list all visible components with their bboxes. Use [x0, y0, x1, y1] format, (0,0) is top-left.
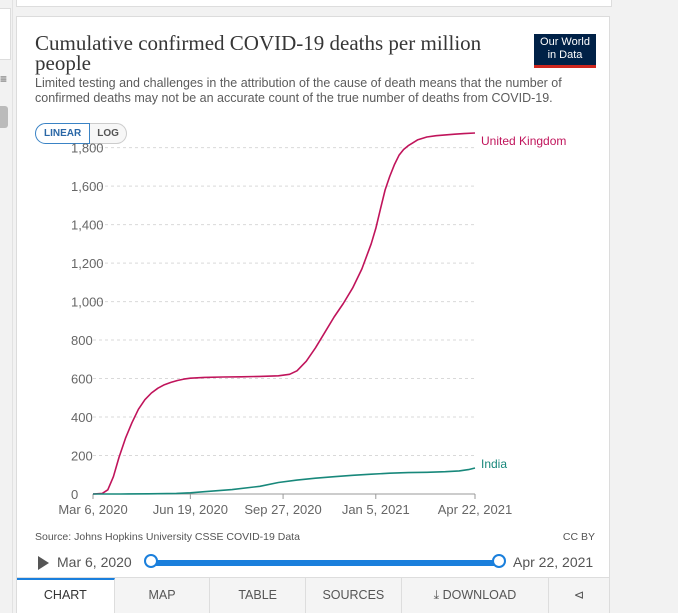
tab-sources[interactable]: SOURCES — [306, 578, 402, 613]
timeline: Mar 6, 2020 Apr 22, 2021 — [35, 551, 605, 573]
y-tick-label: 1,000 — [71, 295, 104, 310]
chart-title: Cumulative confirmed COVID-19 deaths per… — [35, 31, 482, 75]
x-tick-label: Apr 22, 2021 — [438, 502, 512, 517]
line-chart: 0 200 400 600 800 1,000 1,200 1,400 1,600 1,800 Ma… — [58, 132, 566, 517]
tab-download[interactable]: ⤓ DOWNLOAD — [402, 578, 550, 613]
y-tick-label: 1,200 — [71, 256, 104, 271]
x-tick-label: Jan 5, 2021 — [342, 502, 410, 517]
y-tick-label: 200 — [71, 449, 93, 464]
series-line-united-kingdom — [92, 132, 476, 495]
scale-toggle: LINEAR LOG — [35, 123, 127, 144]
logo-line-1: Our World — [540, 36, 590, 48]
side-panel: ≡ — [0, 0, 13, 613]
timeline-end-handle[interactable] — [492, 554, 506, 568]
series-line-india — [93, 467, 476, 495]
filter-icon[interactable]: ≡ — [0, 72, 8, 86]
side-panel-box — [0, 8, 11, 60]
timeline-track[interactable] — [151, 560, 499, 566]
x-tick-label: Jun 19, 2020 — [153, 502, 228, 517]
log-scale-button[interactable]: LOG — [90, 123, 127, 144]
y-tick-label: 600 — [71, 372, 93, 387]
tab-table[interactable]: TABLE — [210, 578, 307, 613]
side-scrollbar-thumb[interactable] — [0, 106, 8, 128]
share-icon[interactable]: ⊲ — [573, 588, 585, 602]
linear-scale-button[interactable]: LINEAR — [35, 123, 91, 144]
series-label: India — [481, 457, 507, 471]
play-icon[interactable] — [38, 556, 49, 570]
y-tick-label: 800 — [71, 333, 93, 348]
top-panel-edge — [16, 0, 612, 7]
download-icon: ⤓ — [433, 588, 440, 602]
timeline-start-label: Mar 6, 2020 — [57, 554, 132, 570]
tab-chart[interactable]: CHART — [17, 578, 115, 613]
chart-subtitle: Limited testing and challenges in the at… — [35, 76, 562, 105]
chart-card: Cumulative confirmed COVID-19 deaths per… — [16, 16, 610, 613]
x-tick-label: Sep 27, 2020 — [244, 502, 321, 517]
series-label: United Kingdom — [481, 134, 566, 148]
logo-line-2: in Data — [547, 49, 583, 61]
y-tick-label: 0 — [71, 487, 78, 502]
tab-map[interactable]: MAP — [115, 578, 211, 613]
source-text[interactable]: Source: Johns Hopkins University CSSE CO… — [35, 531, 300, 543]
y-tick-label: 400 — [71, 410, 93, 425]
y-tick-label: 1,400 — [71, 218, 104, 233]
license-text[interactable]: CC BY — [562, 531, 595, 543]
x-tick-label: Mar 6, 2020 — [58, 502, 127, 517]
owid-logo[interactable]: Our World in Data — [534, 34, 596, 68]
tab-bar: CHART MAP TABLE SOURCES ⤓ DOWNLOAD ⊲ — [17, 577, 609, 613]
tab-download-label: DOWNLOAD — [442, 588, 517, 602]
y-tick-label: 1,600 — [71, 179, 104, 194]
timeline-end-label: Apr 22, 2021 — [513, 554, 594, 570]
timeline-start-handle[interactable] — [144, 554, 158, 568]
y-tick-label: 1,800 — [71, 141, 104, 156]
